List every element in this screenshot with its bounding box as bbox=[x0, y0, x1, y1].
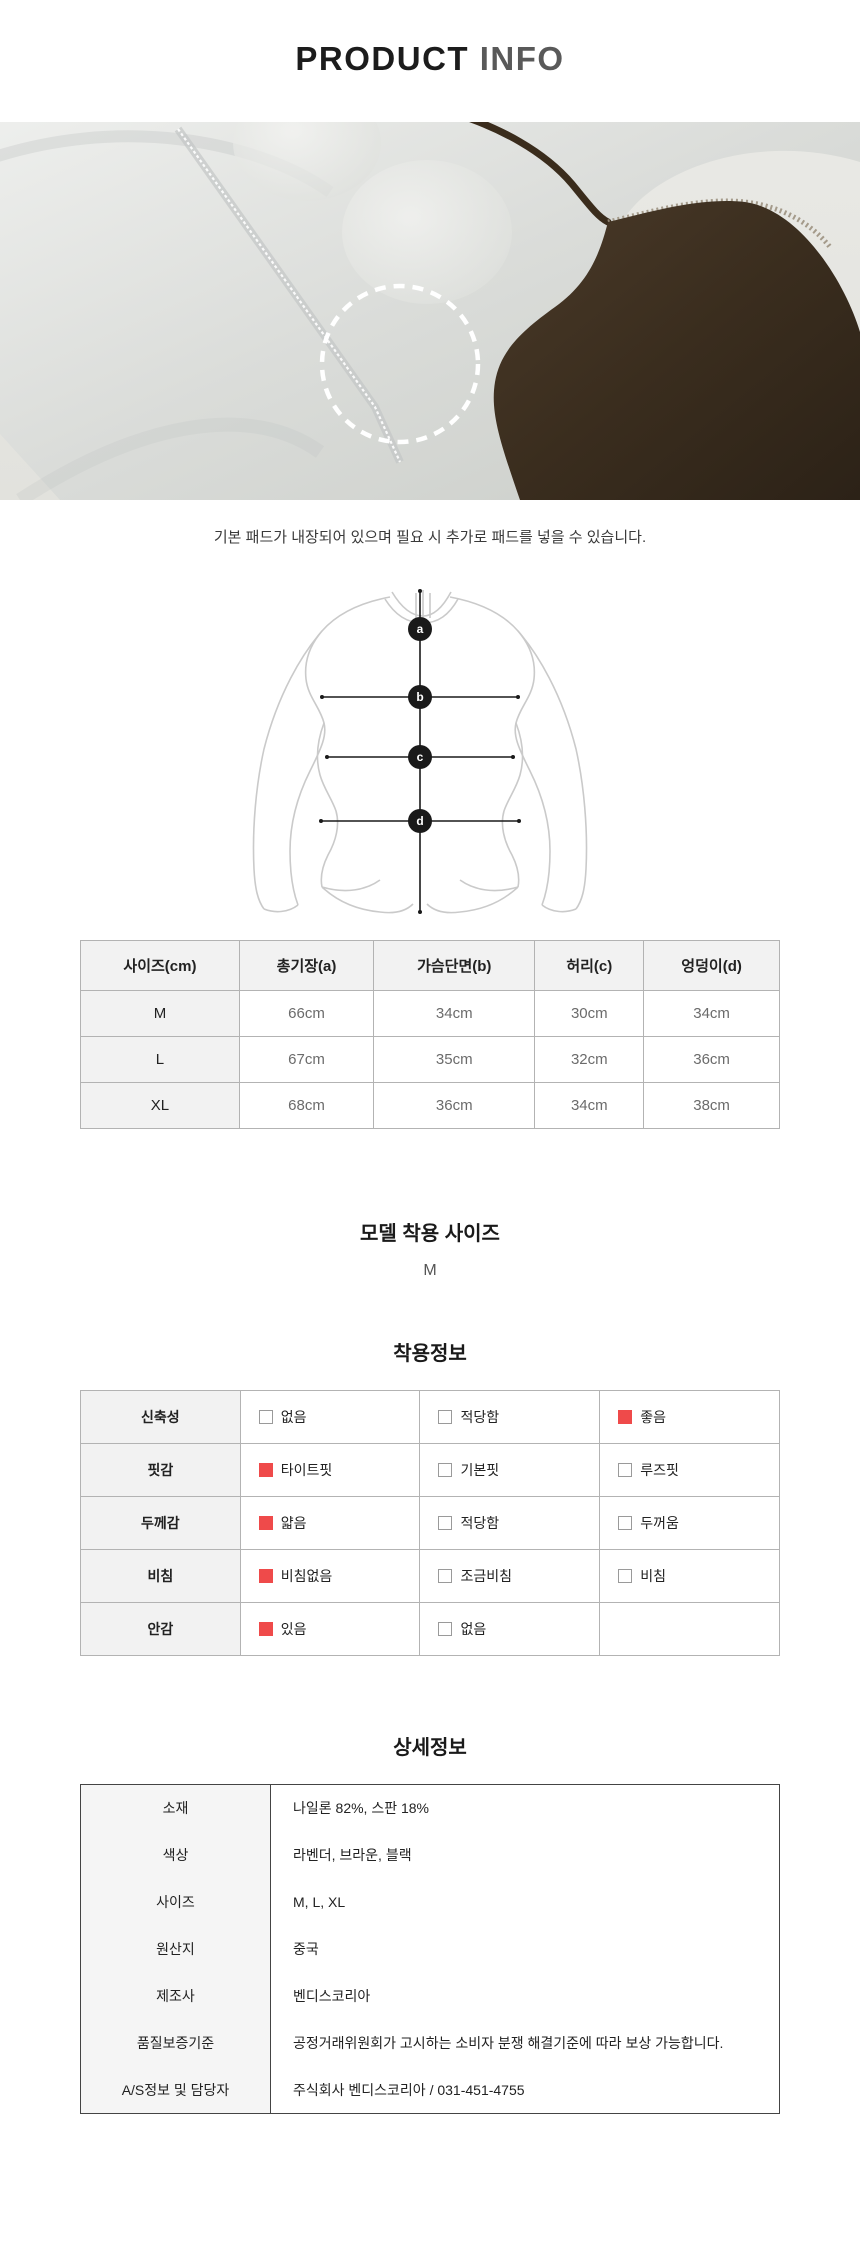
svg-text:a: a bbox=[417, 622, 424, 636]
svg-text:d: d bbox=[416, 814, 423, 828]
svg-text:b: b bbox=[416, 690, 423, 704]
svg-text:c: c bbox=[417, 750, 424, 764]
